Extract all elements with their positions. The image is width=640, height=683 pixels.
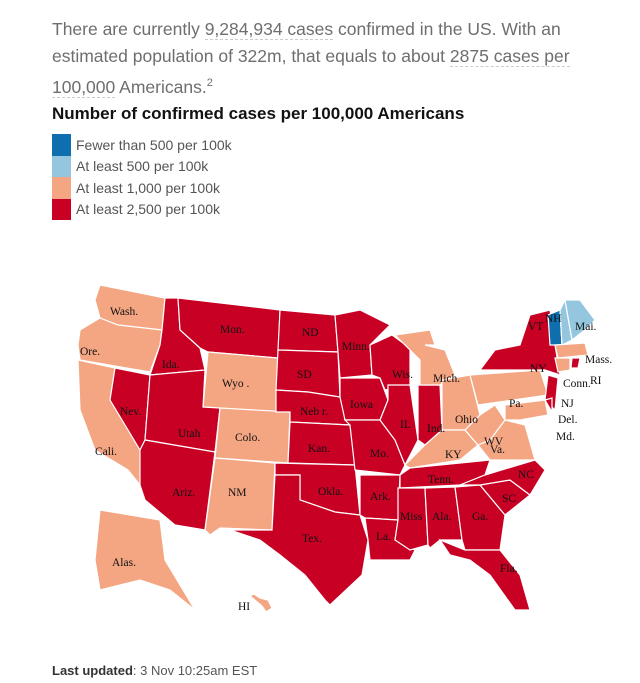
state-label-tx: Tex. bbox=[302, 533, 322, 545]
state-label-ma: Mass. bbox=[585, 354, 612, 366]
intro-text: There are currently 9,284,934 cases conf… bbox=[52, 19, 570, 98]
legend-swatch bbox=[52, 155, 71, 177]
legend-label: At least 500 per 100k bbox=[76, 158, 209, 175]
state-tx[interactable] bbox=[229, 474, 369, 606]
legend-label: Fewer than 500 per 100k bbox=[76, 136, 232, 153]
legend-item: Fewer than 500 per 100k bbox=[52, 134, 232, 156]
state-label-oh: Ohio bbox=[455, 414, 478, 426]
legend-item: At least 500 per 100k bbox=[52, 155, 232, 177]
state-label-ny: NY bbox=[530, 363, 547, 375]
state-label-tn: Tenn. bbox=[428, 474, 454, 486]
state-label-wa: Wash. bbox=[110, 306, 138, 318]
state-label-wi: Wis. bbox=[392, 369, 413, 381]
state-ri[interactable] bbox=[570, 357, 581, 369]
state-label-nh: NH bbox=[545, 313, 562, 325]
state-label-in: Ind. bbox=[427, 423, 445, 435]
state-ct[interactable] bbox=[554, 357, 571, 373]
state-label-pa: Pa. bbox=[509, 398, 524, 410]
state-de[interactable] bbox=[544, 397, 553, 415]
state-label-sd: SD bbox=[297, 369, 312, 381]
state-mi[interactable] bbox=[393, 329, 456, 386]
legend: Fewer than 500 per 100k At least 500 per… bbox=[52, 134, 232, 220]
state-label-ks: Kan. bbox=[308, 443, 330, 455]
state-label-vt: VT bbox=[528, 321, 543, 333]
state-hi[interactable] bbox=[248, 593, 273, 613]
state-label-me: Mai. bbox=[575, 321, 597, 333]
state-label-az: Ariz. bbox=[172, 487, 195, 499]
state-label-nm: NM bbox=[228, 487, 247, 499]
state-label-de: Del. bbox=[558, 414, 578, 426]
legend-swatch bbox=[52, 198, 71, 220]
cases-per-100k: 2875 cases per 100,000 bbox=[52, 46, 570, 98]
last-updated: Last updated: 3 Nov 10:25am EST bbox=[52, 663, 258, 678]
state-label-sc: SC bbox=[502, 493, 516, 505]
state-md[interactable] bbox=[504, 399, 549, 421]
map-title: Number of confirmed cases per 100,000 Am… bbox=[52, 104, 465, 123]
state-label-nc: NC bbox=[518, 469, 534, 481]
state-il[interactable] bbox=[379, 384, 419, 467]
state-label-al: Ala. bbox=[432, 511, 452, 523]
state-fl[interactable] bbox=[438, 538, 531, 611]
state-label-wy: Wyo . bbox=[222, 378, 250, 390]
state-me[interactable] bbox=[564, 299, 596, 342]
state-ak[interactable] bbox=[94, 509, 196, 611]
state-label-wv: WV bbox=[484, 436, 504, 448]
state-label-la: La. bbox=[376, 531, 391, 543]
state-label-mt: Mon. bbox=[220, 324, 245, 336]
state-label-mn: Minn. bbox=[342, 341, 370, 353]
state-label-ga: Ga. bbox=[472, 511, 488, 523]
state-label-il: IL bbox=[400, 419, 411, 431]
footnote-link[interactable]: 2 bbox=[206, 77, 213, 89]
state-label-co: Colo. bbox=[235, 432, 260, 444]
state-label-ut: Utah bbox=[178, 428, 201, 440]
state-label-mo: Mo. bbox=[370, 448, 389, 460]
state-label-mi: Mich. bbox=[433, 373, 460, 385]
state-label-ak: Alas. bbox=[112, 557, 136, 569]
state-label-ky: KY bbox=[445, 449, 462, 461]
state-label-ne: Neb r. bbox=[300, 406, 328, 418]
state-nc[interactable] bbox=[459, 459, 546, 496]
state-label-ca: Cali. bbox=[95, 446, 117, 458]
state-label-or: Ore. bbox=[80, 346, 100, 358]
state-label-ms: Miss bbox=[400, 511, 423, 523]
legend-label: At least 2,500 per 100k bbox=[76, 201, 220, 218]
legend-label: At least 1,000 per 100k bbox=[76, 179, 220, 196]
state-ny[interactable] bbox=[478, 309, 561, 376]
state-label-hi: HI bbox=[238, 601, 250, 613]
state-label-ok: Okla. bbox=[318, 486, 343, 498]
state-az[interactable] bbox=[139, 439, 216, 531]
state-label-ar: Ark. bbox=[370, 491, 391, 503]
cases-count: 9,284,934 cases bbox=[204, 19, 334, 40]
state-label-nv: Nev. bbox=[120, 406, 141, 418]
state-label-nj: NJ bbox=[561, 398, 574, 410]
state-label-fl: Fla. bbox=[500, 563, 518, 575]
state-label-va: Va. bbox=[490, 444, 505, 456]
state-label-ri: RI bbox=[590, 375, 602, 387]
state-label-md: Md. bbox=[556, 431, 575, 443]
state-ma[interactable] bbox=[554, 342, 589, 359]
state-label-ia: Iowa bbox=[350, 399, 373, 411]
legend-swatch bbox=[52, 177, 71, 199]
legend-item: At least 1,000 per 100k bbox=[52, 177, 232, 199]
legend-swatch bbox=[52, 134, 71, 156]
state-label-id: Ida. bbox=[162, 359, 180, 371]
state-label-ct: Conn. bbox=[563, 378, 591, 390]
state-label-nd: ND bbox=[302, 327, 319, 339]
legend-item: At least 2,500 per 100k bbox=[52, 198, 232, 220]
